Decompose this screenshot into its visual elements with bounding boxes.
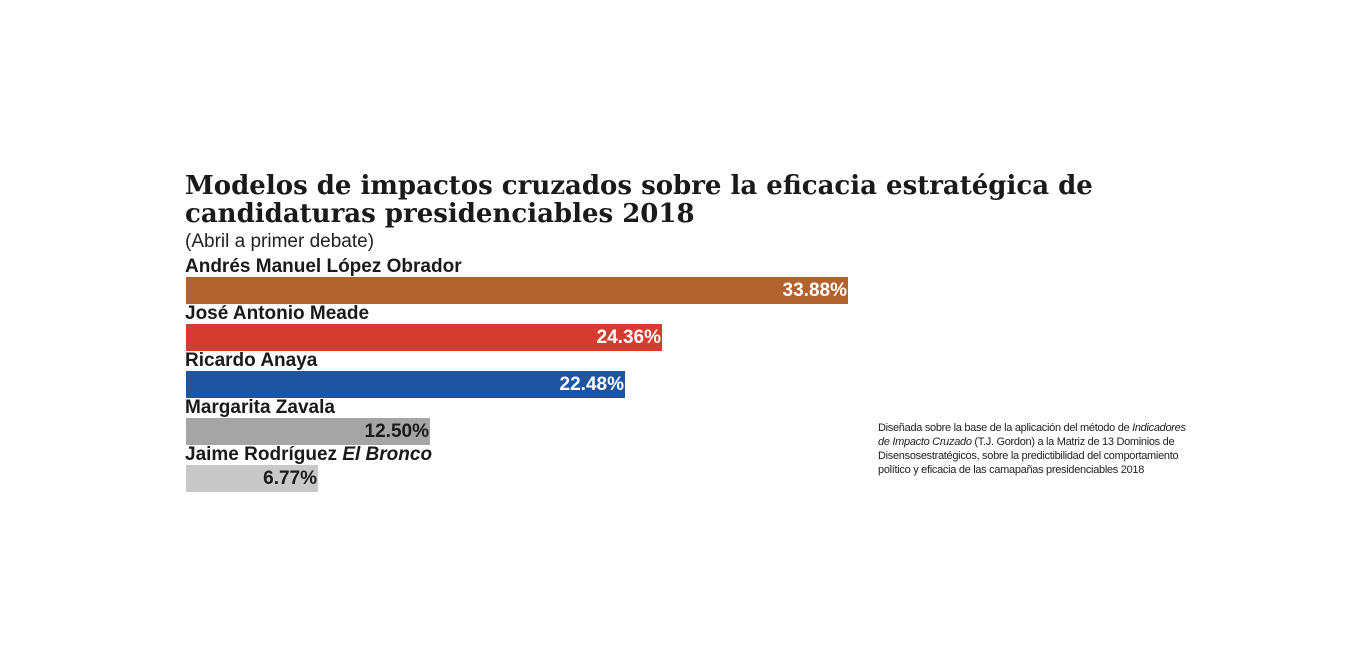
methodology-note: Diseñada sobre la base de la aplicación … (878, 421, 1190, 477)
bar: 24.36% (186, 324, 662, 351)
candidate-name: Ricardo Anaya (185, 350, 318, 371)
candidate-label: Margarita Zavala (185, 397, 335, 419)
note-text-italic: Indicadores de Impacto Cruzado (878, 422, 1186, 448)
candidate-label: Ricardo Anaya (185, 350, 317, 372)
bar-value-label: 6.77% (263, 468, 317, 489)
bar-value-label: 12.50% (364, 421, 429, 442)
candidate-name: Margarita Zavala (185, 397, 335, 418)
candidate-label: Jaime Rodríguez El Bronco (185, 444, 432, 466)
note-text-1: Diseñada sobre la base de la aplicación … (878, 422, 1130, 434)
bar: 6.77% (186, 465, 318, 492)
candidate-name: Andrés Manuel López Obrador (185, 256, 462, 277)
bar: 22.48% (186, 371, 625, 398)
candidate-label: Andrés Manuel López Obrador (185, 256, 462, 278)
note-text-2: (T.J. Gordon) a la Matriz de 13 Dominios… (878, 436, 1179, 476)
candidate-name: Jaime Rodríguez (185, 444, 338, 465)
chart-title: Modelos de impactos cruzados sobre la ef… (185, 171, 1093, 229)
bar: 12.50% (186, 418, 430, 445)
bar: 33.88% (186, 277, 848, 304)
candidate-label: José Antonio Meade (185, 303, 369, 325)
bar-value-label: 22.48% (559, 374, 624, 395)
chart-subtitle: (Abril a primer debate) (185, 231, 375, 252)
candidate-name: José Antonio Meade (185, 303, 370, 324)
bar-value-label: 24.36% (596, 327, 661, 348)
candidate-nickname: El Bronco (342, 444, 433, 465)
bar-value-label: 33.88% (782, 280, 847, 301)
